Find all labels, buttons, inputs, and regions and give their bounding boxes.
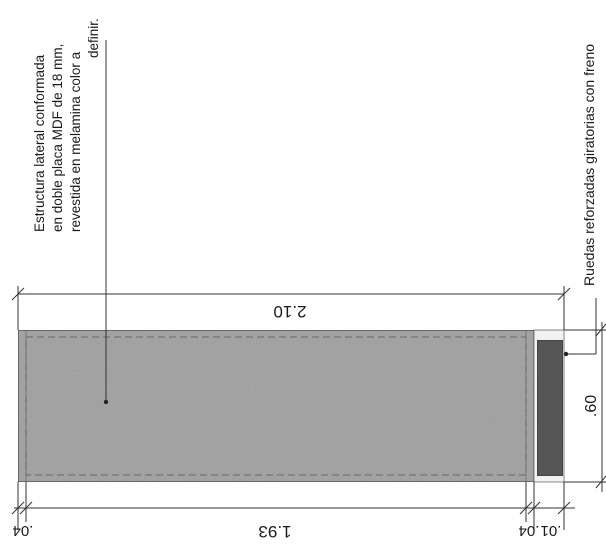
base-gap-label: .01 (541, 522, 562, 539)
top-thickness-label: .04 (13, 522, 34, 539)
structure-note-line2: en doble placa MDF de 18 mm, (50, 44, 65, 232)
bottom-dimension-chain: .04 1.93 .04 .01 (11, 482, 575, 541)
depth-label: .60 (583, 395, 600, 417)
wheels-annotation: Ruedas reforzadas giratorias con freno (563, 44, 597, 357)
wheels-note: Ruedas reforzadas giratorias con freno (581, 44, 597, 286)
panel-height-label: 1.93 (258, 522, 291, 541)
depth-dimension: .60 (564, 322, 606, 492)
structure-note-line1: Estructura lateral conformada (32, 54, 47, 232)
wheels-leader-dot (563, 351, 569, 357)
bottom-thickness-label: .04 (519, 522, 540, 539)
structure-annotation: Estructura lateral conformada en doble p… (32, 18, 109, 405)
structure-note-line4: definir. (86, 18, 101, 58)
structure-leader-dot (103, 399, 109, 405)
overall-height-dimension: 2.10 (11, 286, 571, 330)
structure-note-line3: revestida en melamina color a (68, 51, 83, 232)
overall-height-label: 2.10 (273, 302, 306, 321)
wheel (536, 339, 564, 477)
wheel-block (533, 329, 565, 483)
side-panel (17, 329, 535, 483)
panel-body (17, 329, 535, 483)
